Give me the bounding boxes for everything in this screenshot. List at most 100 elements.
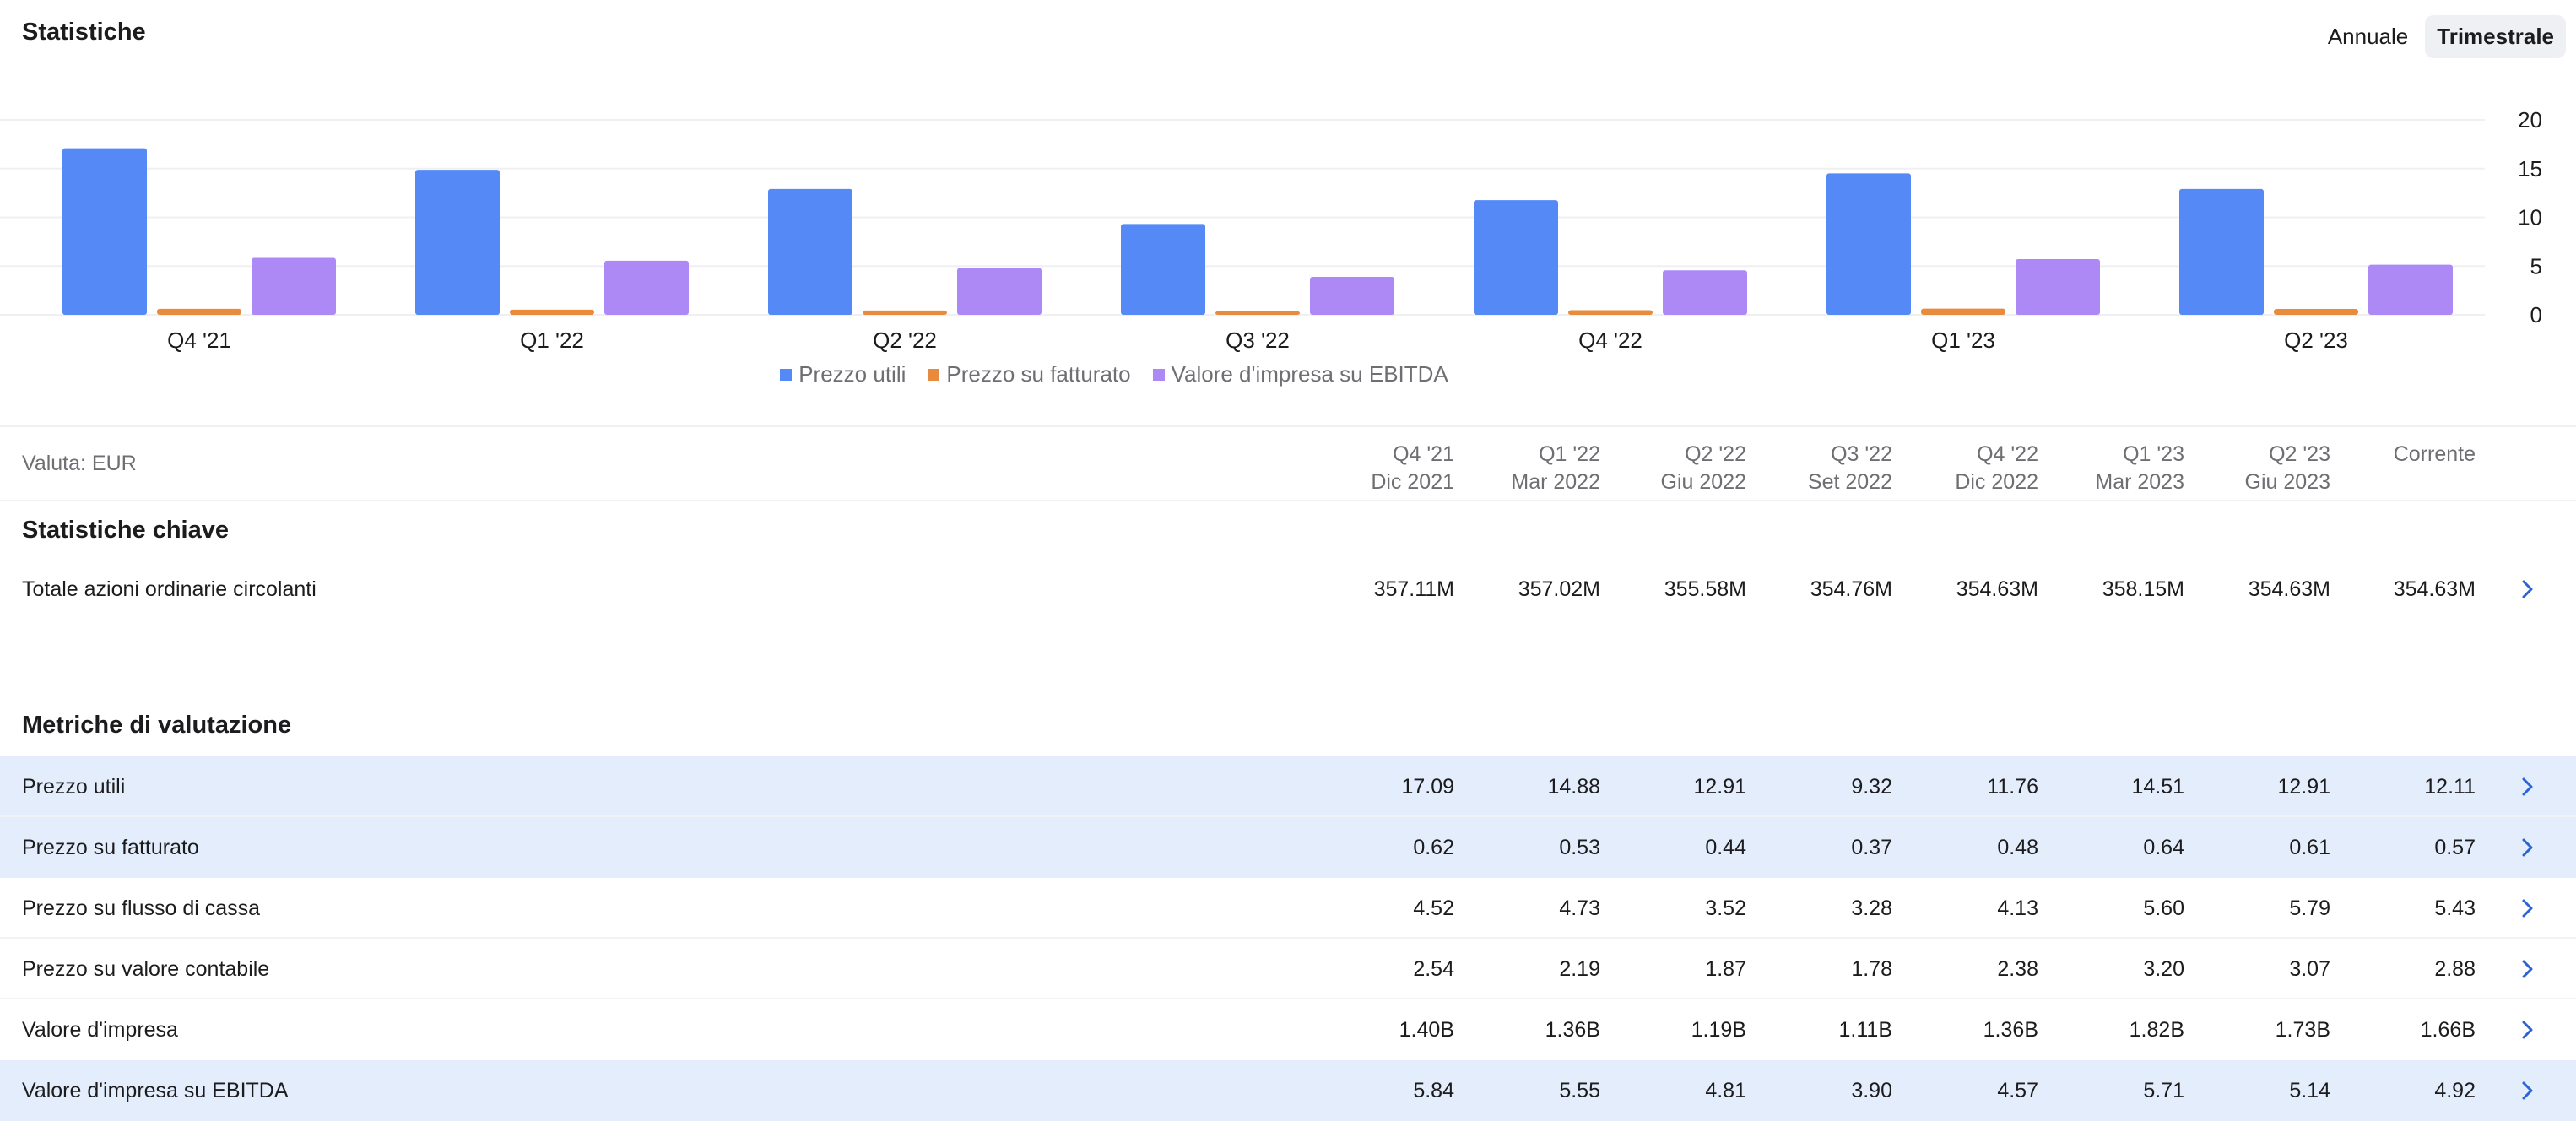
bar-prezzo-utili[interactable] xyxy=(2179,188,2264,315)
divider xyxy=(0,500,2576,501)
bar-prezzo-utili[interactable] xyxy=(62,148,147,315)
table-cell: 0.62 xyxy=(1413,836,1454,859)
bar-valore-d-impresa-su-ebitda[interactable] xyxy=(252,257,336,315)
table-row-prezzo-su-flusso-di-cassa[interactable]: Prezzo su flusso di cassa 4.52 4.73 3.52 3.2… xyxy=(0,878,2576,939)
row-label: Totale azioni ordinarie circolanti xyxy=(22,577,317,601)
row-label: Prezzo su flusso di cassa xyxy=(22,896,261,920)
column-date: Giu 2023 xyxy=(2244,470,2330,494)
y-tick-label: 20 xyxy=(2518,107,2542,133)
valuation-bar-chart: 0 5 10 15 20 Q4 '21 Q1 '22 Q2 '22 Q3 '22 Q4 '22 Q1… xyxy=(0,107,2542,353)
table-cell: 354.63M xyxy=(2248,577,2330,601)
bar-valore-d-impresa-su-ebitda[interactable] xyxy=(2016,259,2100,315)
bar-prezzo-su-fatturato[interactable] xyxy=(1568,310,1653,315)
table-cell: 5.55 xyxy=(1559,1079,1600,1102)
table-cell: 1.73B xyxy=(2275,1018,2330,1042)
chevron-right-icon[interactable] xyxy=(2515,577,2539,601)
x-tick-label: Q3 '22 xyxy=(1226,328,1290,353)
table-row-valore-d-impresa[interactable]: Valore d'impresa 1.40B 1.36B 1.19B 1.11B 1.36… xyxy=(0,999,2576,1060)
page-title: Statistiche xyxy=(22,19,146,46)
x-tick-label: Q1 '23 xyxy=(1931,328,1995,353)
column-header: Q2 '23 Giu 2023 xyxy=(2204,441,2330,496)
bar-valore-d-impresa-su-ebitda[interactable] xyxy=(2368,264,2453,315)
table-cell: 1.36B xyxy=(1545,1018,1600,1042)
chevron-right-icon[interactable] xyxy=(2515,836,2539,859)
quarterly-toggle-button[interactable]: Trimestrale xyxy=(2425,15,2566,58)
bar-prezzo-utili[interactable] xyxy=(1826,173,1911,315)
table-cell: 14.88 xyxy=(1547,775,1600,799)
table-cell: 9.32 xyxy=(1851,775,1892,799)
table-cell: 354.76M xyxy=(1810,577,1892,601)
annual-toggle-button[interactable]: Annuale xyxy=(2327,24,2409,49)
table-row-prezzo-utili[interactable]: Prezzo utili 17.09 14.88 12.91 9.32 11.76 14.5… xyxy=(0,756,2576,817)
column-period: Q3 '22 xyxy=(1831,442,1892,466)
bar-prezzo-su-fatturato[interactable] xyxy=(157,308,241,315)
table-cell: 0.53 xyxy=(1559,836,1600,859)
table-cell: 4.81 xyxy=(1705,1079,1746,1102)
table-cell: 358.15M xyxy=(2102,577,2184,601)
column-header: Q1 '22 Mar 2022 xyxy=(1474,441,1600,496)
table-cell: 4.57 xyxy=(1997,1079,2038,1102)
table-cell: 2.88 xyxy=(2434,957,2476,981)
table-row-totale-azioni-ordinarie-circolanti[interactable]: Totale azioni ordinarie circolanti 357.11… xyxy=(0,559,2576,620)
table-cell: 4.73 xyxy=(1559,896,1600,920)
bar-valore-d-impresa-su-ebitda[interactable] xyxy=(957,268,1042,315)
table-cell: 0.64 xyxy=(2143,836,2184,859)
table-cell: 1.19B xyxy=(1691,1018,1746,1042)
table-cell: 1.11B xyxy=(1838,1018,1892,1042)
column-period: Q1 '23 xyxy=(2123,442,2184,466)
table-cell: 0.44 xyxy=(1705,836,1746,859)
chevron-right-icon[interactable] xyxy=(2515,1079,2539,1102)
table-row-prezzo-su-valore-contabile[interactable]: Prezzo su valore contabile 2.54 2.19 1.87 1.… xyxy=(0,939,2576,999)
table-cell: 0.37 xyxy=(1851,836,1892,859)
key-stats-title: Statistiche chiave xyxy=(22,517,229,544)
bar-valore-d-impresa-su-ebitda[interactable] xyxy=(1663,270,1747,315)
legend-item-valore-impresa-ebitda[interactable]: Valore d'impresa su EBITDA xyxy=(1152,361,1448,387)
bar-valore-d-impresa-su-ebitda[interactable] xyxy=(1310,276,1394,315)
chart-legend: Prezzo utili Prezzo su fatturato Valore … xyxy=(0,361,2228,387)
table-cell: 2.54 xyxy=(1413,957,1454,981)
bar-prezzo-su-fatturato[interactable] xyxy=(510,309,594,315)
table-cell: 5.84 xyxy=(1413,1079,1454,1102)
bar-prezzo-su-fatturato[interactable] xyxy=(2274,308,2358,315)
row-label: Prezzo su valore contabile xyxy=(22,957,270,981)
table-cell: 3.20 xyxy=(2143,957,2184,981)
table-cell: 1.40B xyxy=(1399,1018,1454,1042)
table-cell: 12.91 xyxy=(2277,775,2330,799)
chevron-right-icon[interactable] xyxy=(2515,775,2539,799)
table-cell: 1.78 xyxy=(1851,957,1892,981)
table-cell: 3.90 xyxy=(1851,1079,1892,1102)
legend-item-prezzo-utili[interactable]: Prezzo utili xyxy=(780,361,906,387)
legend-item-prezzo-su-fatturato[interactable]: Prezzo su fatturato xyxy=(928,361,1131,387)
table-cell: 3.28 xyxy=(1851,896,1892,920)
bar-valore-d-impresa-su-ebitda[interactable] xyxy=(604,260,689,315)
legend-label: Prezzo utili xyxy=(798,361,906,387)
column-date: Mar 2023 xyxy=(2095,470,2184,494)
table-cell: 4.52 xyxy=(1413,896,1454,920)
bar-prezzo-su-fatturato[interactable] xyxy=(863,310,947,315)
period-toggle: Annuale Trimestrale xyxy=(2316,15,2566,58)
chevron-right-icon[interactable] xyxy=(2515,1018,2539,1042)
bar-prezzo-utili[interactable] xyxy=(1121,224,1205,315)
table-cell: 354.63M xyxy=(1956,577,2038,601)
table-row-prezzo-su-fatturato[interactable]: Prezzo su fatturato 0.62 0.53 0.44 0.37 0.48 0… xyxy=(0,817,2576,878)
column-date: Dic 2021 xyxy=(1371,470,1454,494)
column-date: Set 2022 xyxy=(1807,470,1892,494)
bar-prezzo-utili[interactable] xyxy=(768,188,852,315)
table-cell: 2.38 xyxy=(1997,957,2038,981)
column-header: Q1 '23 Mar 2023 xyxy=(2058,441,2184,496)
bar-prezzo-utili[interactable] xyxy=(1474,200,1558,315)
column-date: Dic 2022 xyxy=(1955,470,2038,494)
bar-prezzo-su-fatturato[interactable] xyxy=(1921,308,2005,315)
table-cell: 12.11 xyxy=(2424,775,2476,799)
bar-prezzo-su-fatturato[interactable] xyxy=(1215,311,1300,315)
x-tick-label: Q4 '22 xyxy=(1578,328,1642,353)
column-header: Corrente xyxy=(2349,441,2476,468)
valuation-title: Metriche di valutazione xyxy=(22,712,292,739)
bar-prezzo-utili[interactable] xyxy=(415,170,500,315)
chevron-right-icon[interactable] xyxy=(2515,896,2539,920)
chevron-right-icon[interactable] xyxy=(2515,957,2539,981)
row-label: Valore d'impresa xyxy=(22,1018,178,1042)
table-row-valore-d-impresa-su-ebitda[interactable]: Valore d'impresa su EBITDA 5.84 5.55 4.81 3.… xyxy=(0,1060,2576,1121)
y-tick-label: 10 xyxy=(2518,205,2542,230)
row-label: Valore d'impresa su EBITDA xyxy=(22,1079,289,1102)
